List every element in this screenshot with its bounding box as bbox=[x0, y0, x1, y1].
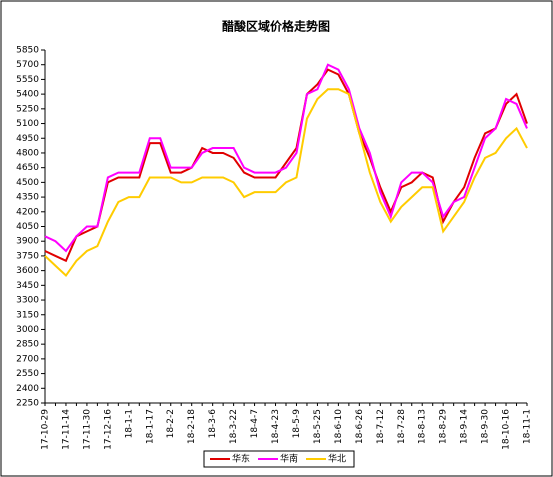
x-tick-label: 18-4-7 bbox=[250, 409, 260, 438]
y-tick-label: 2400 bbox=[16, 384, 39, 394]
y-tick-label: 3150 bbox=[16, 310, 39, 320]
x-tick-label: 18-9-14 bbox=[460, 409, 470, 444]
legend-box bbox=[203, 450, 355, 468]
y-tick-label: 3000 bbox=[16, 325, 39, 335]
y-tick-label: 5700 bbox=[16, 60, 39, 70]
x-tick-label: 18-8-13 bbox=[418, 409, 428, 444]
y-tick-label: 4350 bbox=[16, 193, 39, 203]
x-tick-label: 18-5-9 bbox=[292, 409, 302, 439]
x-tick-label: 18-7-12 bbox=[376, 409, 386, 444]
legend-label: 华北 bbox=[328, 453, 346, 465]
x-tick-label: 17-10-29 bbox=[41, 409, 51, 450]
x-tick-label: 18-3-22 bbox=[229, 409, 239, 444]
x-tick-label: 18-5-25 bbox=[313, 409, 323, 444]
x-tick-label: 18-2-18 bbox=[187, 409, 197, 444]
y-tick-label: 5250 bbox=[16, 104, 39, 114]
x-tick-label: 18-10-16 bbox=[502, 409, 512, 450]
legend-label: 华东 bbox=[232, 453, 250, 465]
y-tick-label: 3750 bbox=[16, 251, 39, 261]
x-tick-label: 18-11-1 bbox=[523, 409, 533, 444]
y-tick-label: 4050 bbox=[16, 222, 39, 232]
x-tick-label: 18-6-26 bbox=[355, 409, 365, 444]
x-tick-label: 18-1-1 bbox=[124, 409, 134, 438]
x-tick-label: 18-9-30 bbox=[481, 409, 491, 444]
x-tick-label: 17-12-16 bbox=[103, 409, 113, 450]
y-tick-label: 4200 bbox=[16, 207, 39, 217]
y-tick-label: 3450 bbox=[16, 281, 39, 291]
y-tick-label: 5850 bbox=[16, 46, 39, 56]
y-tick-label: 4800 bbox=[16, 148, 39, 158]
x-tick-label: 18-3-6 bbox=[208, 409, 218, 439]
y-tick-label: 4500 bbox=[16, 178, 39, 188]
x-tick-label: 18-7-28 bbox=[397, 409, 407, 444]
x-tick-label: 18-2-2 bbox=[166, 409, 176, 438]
x-tick-label: 18-1-17 bbox=[145, 409, 155, 444]
y-tick-label: 2850 bbox=[16, 340, 39, 350]
y-tick-label: 5100 bbox=[16, 119, 39, 129]
y-tick-label: 5400 bbox=[16, 90, 39, 100]
series-line bbox=[44, 63, 528, 253]
y-tick-label: 4950 bbox=[16, 134, 39, 144]
x-tick-label: 17-11-30 bbox=[82, 409, 92, 450]
series-line bbox=[44, 88, 528, 278]
x-tick-label: 18-8-29 bbox=[439, 409, 449, 444]
y-tick-label: 2250 bbox=[16, 399, 39, 409]
legend-label: 华南 bbox=[280, 453, 298, 465]
y-tick-label: 4650 bbox=[16, 163, 39, 173]
y-tick-label: 2700 bbox=[16, 354, 39, 364]
y-tick-label: 2550 bbox=[16, 369, 39, 379]
series-line bbox=[44, 68, 528, 263]
y-tick-label: 3300 bbox=[16, 296, 39, 306]
y-tick-label: 3600 bbox=[16, 266, 39, 276]
y-tick-label: 5550 bbox=[16, 75, 39, 85]
x-tick-label: 17-11-14 bbox=[61, 409, 71, 450]
y-tick-label: 3900 bbox=[16, 237, 39, 247]
chart-title: 醋酸区域价格走势图 bbox=[222, 19, 330, 34]
x-tick-label: 18-6-10 bbox=[334, 409, 344, 444]
x-tick-label: 18-4-23 bbox=[271, 409, 281, 444]
